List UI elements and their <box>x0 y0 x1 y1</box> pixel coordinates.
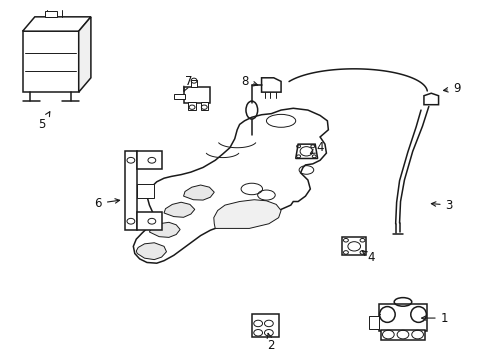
Polygon shape <box>378 304 427 330</box>
Polygon shape <box>341 237 366 255</box>
Polygon shape <box>163 202 194 217</box>
Polygon shape <box>368 316 378 329</box>
Polygon shape <box>295 144 317 158</box>
Polygon shape <box>261 78 281 92</box>
Polygon shape <box>125 151 137 230</box>
Polygon shape <box>133 108 328 263</box>
Text: 7: 7 <box>183 75 192 91</box>
Text: 1: 1 <box>421 311 447 325</box>
Bar <box>44 12 57 17</box>
Text: 4: 4 <box>362 251 374 264</box>
Text: 3: 3 <box>430 199 452 212</box>
Polygon shape <box>22 17 91 31</box>
Polygon shape <box>183 87 210 103</box>
Polygon shape <box>183 185 214 200</box>
Bar <box>188 102 195 110</box>
Text: 4: 4 <box>310 141 323 154</box>
Polygon shape <box>137 151 161 169</box>
Text: 2: 2 <box>266 333 275 352</box>
Polygon shape <box>213 200 281 228</box>
Text: 8: 8 <box>240 75 257 88</box>
Text: 5: 5 <box>39 112 50 131</box>
Polygon shape <box>380 329 424 339</box>
Polygon shape <box>22 31 79 92</box>
Bar <box>173 94 184 99</box>
Text: 9: 9 <box>443 82 459 95</box>
Polygon shape <box>251 314 278 337</box>
Polygon shape <box>137 212 161 230</box>
Polygon shape <box>423 93 438 105</box>
Bar <box>200 102 207 110</box>
Polygon shape <box>79 17 91 92</box>
Bar <box>190 80 197 87</box>
Polygon shape <box>149 222 180 237</box>
Polygon shape <box>137 184 154 198</box>
Text: 6: 6 <box>94 197 120 210</box>
Polygon shape <box>136 243 166 260</box>
